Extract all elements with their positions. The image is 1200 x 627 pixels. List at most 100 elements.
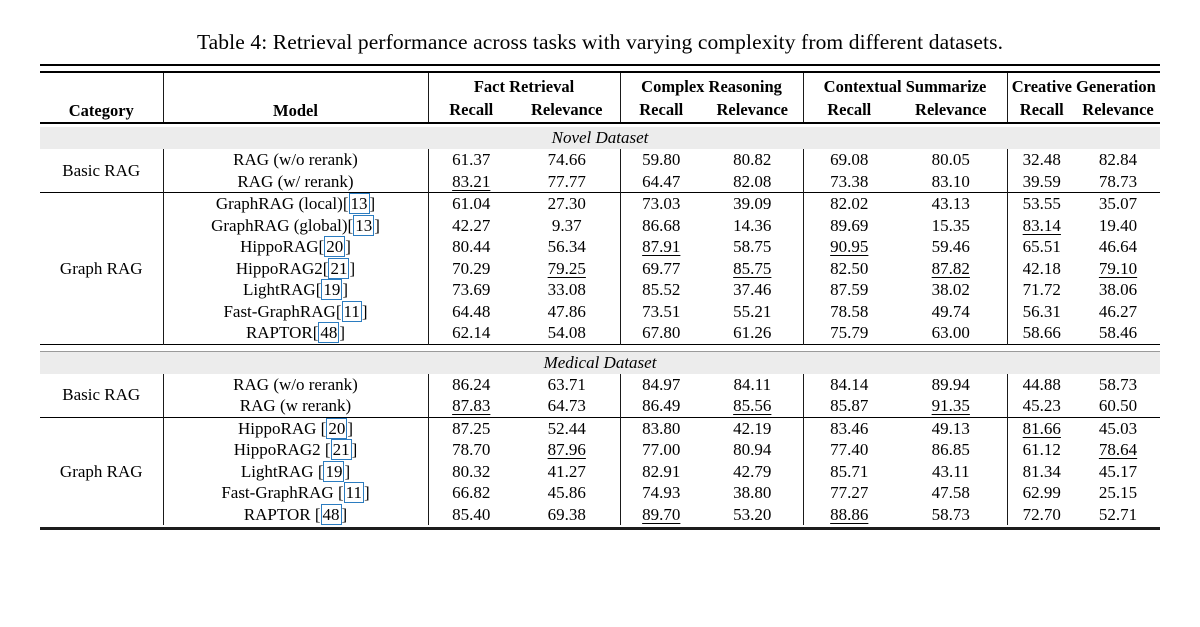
- cell-value: 69.38: [547, 504, 586, 524]
- cell-value: 42.19: [733, 418, 772, 438]
- citation-link[interactable]: [20]: [318, 236, 351, 257]
- cell-value: 39.59: [1006, 170, 1077, 193]
- header-sub-relevance: Relevance: [716, 100, 788, 119]
- cell-value: 83.21: [427, 170, 514, 193]
- citation-number[interactable]: 11: [341, 300, 362, 322]
- cell-value: 27.30: [547, 194, 586, 213]
- cell-value: 38.80: [733, 483, 772, 502]
- table-row: RAG (w/ rerank) 83.21 77.77 64.47 82.08 73.38…: [40, 170, 1160, 193]
- table-row: RAPTOR [48] 85.40 69.38 89.70 53.20 88.86 58.7…: [40, 503, 1160, 525]
- citation-number[interactable]: 19: [321, 279, 343, 300]
- cell-value: 49.74: [931, 301, 970, 321]
- underlined-value: 87.96: [547, 440, 586, 459]
- table-row: GraphRAG (global)[13] 42.27 9.37 86.68 14.36…: [40, 214, 1160, 236]
- citation-link[interactable]: [19]: [315, 279, 349, 300]
- cell-value: 81.66: [1006, 417, 1077, 439]
- cell-value: 32.48: [1006, 149, 1077, 171]
- cell-value: 73.03: [619, 192, 703, 215]
- citation-link[interactable]: [20]: [320, 417, 353, 439]
- header-row-subcolumns: Recall Relevance Recall Relevance Recall…: [40, 98, 1160, 123]
- cell-value: 37.46: [733, 280, 772, 299]
- citation-number[interactable]: 13: [353, 214, 375, 236]
- citation-link[interactable]: [13]: [342, 193, 376, 214]
- citation-link[interactable]: [11]: [337, 482, 370, 503]
- section-double-rule: [40, 343, 1161, 352]
- cell-value: 86.68: [619, 214, 703, 236]
- cell-value: 80.82: [733, 150, 772, 169]
- cell-model: Fast-GraphRAG [11]: [162, 482, 428, 504]
- cell-value: 59.80: [619, 149, 703, 171]
- cell-value: 84.11: [733, 374, 772, 394]
- header-sub-relevance: Relevance: [1082, 100, 1154, 119]
- citation-number[interactable]: 20: [324, 236, 346, 257]
- table-body: Novel Dataset Basic RAG RAG (w/o rerank) 61…: [40, 123, 1161, 525]
- cell-value: 73.38: [802, 170, 896, 193]
- bottom-rule: [40, 527, 1160, 530]
- cell-value: 83.14: [1006, 214, 1077, 236]
- cell-value: 14.36: [733, 215, 772, 235]
- cell-value: 88.86: [802, 503, 896, 525]
- table-row: LightRAG [19] 80.32 41.27 82.91 42.79 85.71 43…: [40, 460, 1160, 482]
- underlined-value: 87.91: [642, 237, 681, 256]
- dataset-band-label: Novel Dataset: [40, 127, 1161, 149]
- underlined-value: 90.95: [830, 237, 869, 256]
- cell-value: 80.44: [427, 236, 514, 258]
- cell-model: GraphRAG (local)[13]: [162, 192, 428, 215]
- cell-value: 82.50: [802, 257, 896, 279]
- cell-value: 89.94: [931, 374, 970, 394]
- cell-value: 72.70: [1006, 503, 1077, 525]
- citation-number[interactable]: 20: [326, 417, 348, 439]
- table-row: Basic RAG RAG (w/o rerank) 86.24 63.71 84.97…: [40, 373, 1160, 404]
- header-sub-relevance: Relevance: [531, 100, 603, 119]
- cell-value: 86.24: [427, 373, 514, 395]
- citation-link[interactable]: [48]: [312, 322, 346, 343]
- cell-value: 87.96: [514, 439, 620, 461]
- underlined-value: 91.35: [931, 396, 970, 415]
- cell-value: 45.03: [1098, 418, 1138, 438]
- header-row-groups: Category Model Fact Retrieval Complex Re…: [40, 73, 1161, 123]
- citation-link[interactable]: [21]: [324, 439, 358, 460]
- citation-number[interactable]: 48: [318, 322, 340, 343]
- citation-link[interactable]: [21]: [322, 257, 356, 279]
- citation-number[interactable]: 19: [323, 460, 345, 482]
- citation-number[interactable]: 48: [320, 503, 342, 525]
- cell-value: 60.50: [1098, 396, 1138, 415]
- cell-value: 52.71: [1098, 504, 1138, 524]
- cell-value: 43.11: [931, 461, 970, 481]
- cell-value: 75.79: [802, 322, 896, 344]
- cell-value: 53.20: [733, 504, 772, 524]
- cell-value: 9.37: [551, 215, 582, 235]
- cell-value: 61.26: [733, 323, 772, 342]
- citation-number[interactable]: 21: [328, 257, 350, 279]
- table-row: LightRAG[19] 73.69 33.08 85.52 37.46 87.59 38.…: [40, 279, 1160, 301]
- cell-value: 87.59: [802, 279, 896, 301]
- cell-value: 42.27: [427, 214, 514, 236]
- citation-number[interactable]: 21: [330, 439, 352, 460]
- cell-value: 83.80: [619, 417, 703, 439]
- citation-number[interactable]: 11: [343, 482, 364, 503]
- cell-model: HippoRAG2[21]: [162, 257, 428, 279]
- underlined-value: 79.10: [1098, 258, 1138, 278]
- cell-value: 77.27: [802, 482, 896, 504]
- cell-value: 74.93: [619, 482, 703, 504]
- table-row: Basic RAG RAG (w/o rerank) 61.37 74.66 59.80…: [40, 149, 1160, 180]
- citation-link[interactable]: [13]: [347, 214, 380, 236]
- cell-value: 58.73: [1098, 374, 1138, 394]
- cell-model: RAG (w/o rerank): [162, 149, 428, 171]
- citation-link[interactable]: [48]: [314, 503, 348, 525]
- table-row: RAG (w rerank) 87.83 64.73 86.49 85.56 85.87 9…: [40, 395, 1160, 417]
- citation-number[interactable]: 13: [348, 193, 370, 214]
- citation-link[interactable]: [19]: [317, 460, 351, 482]
- underlined-value: 83.21: [452, 171, 491, 191]
- cell-value: 46.27: [1098, 301, 1138, 321]
- cell-model: HippoRAG[20]: [162, 236, 428, 258]
- header-sub-recall: Recall: [427, 98, 514, 123]
- header-model: Model: [162, 73, 428, 123]
- citation-link[interactable]: [11]: [335, 300, 368, 322]
- cell-value: 38.02: [931, 280, 970, 299]
- cell-value: 85.52: [619, 279, 703, 301]
- cell-value: 80.94: [733, 440, 772, 459]
- underlined-value: 85.75: [733, 258, 772, 278]
- table-row: HippoRAG2 [21] 78.70 87.96 77.00 80.94 77.40 8…: [40, 439, 1160, 461]
- cell-value: 56.34: [547, 237, 586, 256]
